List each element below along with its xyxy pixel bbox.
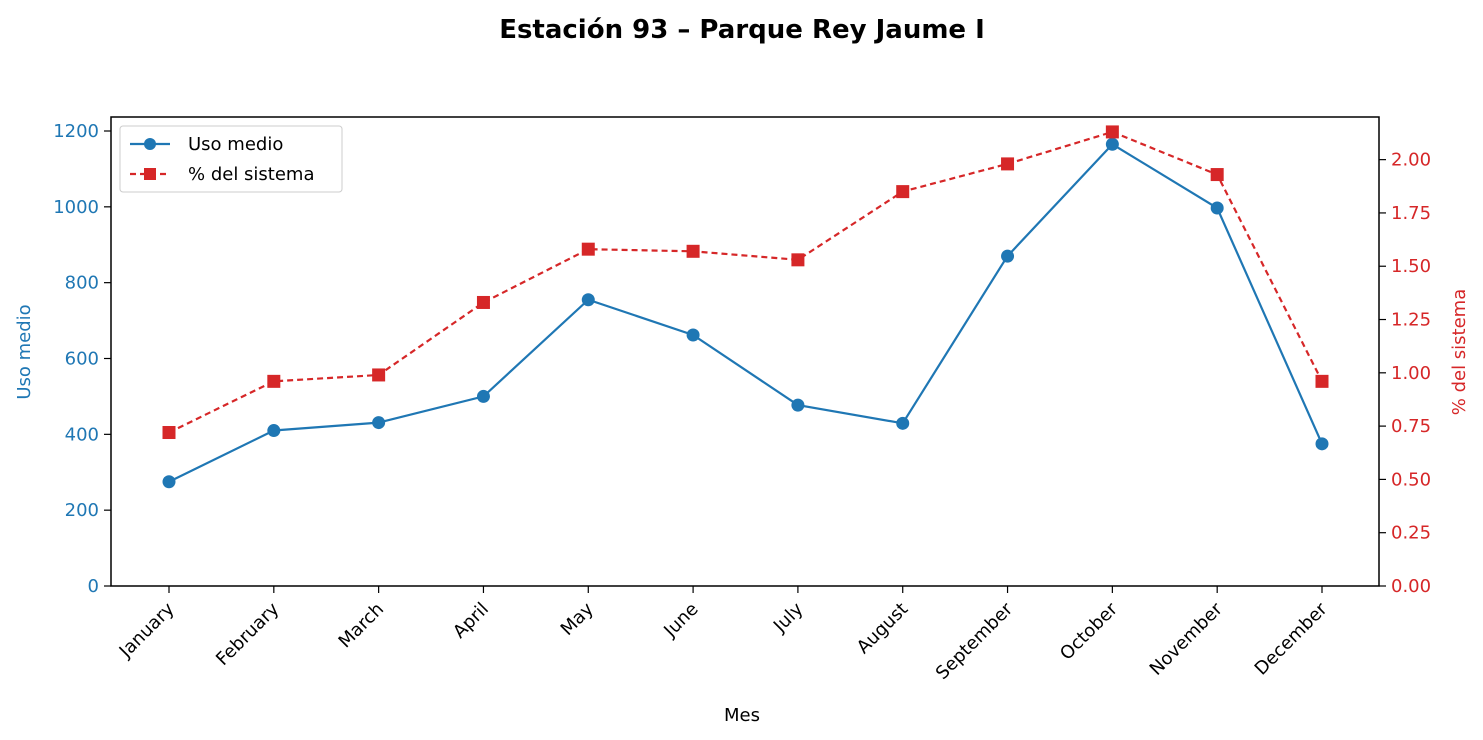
legend: Uso medio % del sistema: [119, 125, 343, 193]
data-point-uso-medio: [686, 328, 700, 342]
data-point-pct-sistema: [267, 374, 281, 388]
data-point-pct-sistema: [686, 244, 700, 258]
data-point-uso-medio: [1315, 437, 1329, 451]
left-axis-label: Uso medio: [14, 304, 35, 399]
data-point-uso-medio: [581, 293, 595, 307]
data-point-uso-medio: [372, 416, 386, 430]
left-tick-label: 400: [65, 424, 99, 445]
data-point-uso-medio: [1001, 249, 1015, 263]
left-tick-label: 200: [65, 500, 99, 521]
right-tick-label: 1.25: [1391, 310, 1431, 331]
right-tick-label: 1.50: [1391, 256, 1431, 277]
right-tick-label: 2.00: [1391, 150, 1431, 171]
data-point-uso-medio: [896, 416, 910, 430]
data-point-uso-medio: [267, 424, 281, 438]
right-tick-label: 0.25: [1391, 523, 1431, 544]
chart-title: Estación 93 – Parque Rey Jaume I: [499, 15, 985, 45]
data-point-uso-medio: [1105, 137, 1119, 151]
left-axis-ticks: 0 200 400 600 800 1000 1200: [53, 121, 111, 597]
data-point-pct-sistema: [1001, 157, 1015, 171]
x-axis-label: Mes: [724, 705, 760, 726]
data-point-pct-sistema: [476, 295, 490, 309]
right-tick-label: 1.75: [1391, 203, 1431, 224]
data-point-uso-medio: [476, 389, 490, 403]
data-point-pct-sistema: [1105, 125, 1119, 139]
left-tick-label: 1200: [53, 121, 99, 142]
data-point-pct-sistema: [581, 242, 595, 256]
data-point-uso-medio: [162, 475, 176, 489]
right-tick-label: 1.00: [1391, 363, 1431, 384]
right-tick-label: 0.00: [1391, 576, 1431, 597]
series-line-pct-sistema: [168, 130, 1323, 434]
data-point-pct-sistema: [372, 368, 386, 382]
legend-label-pct-sistema: % del sistema: [188, 164, 315, 185]
legend-marker-pct-sistema: [144, 168, 156, 180]
series-layer: [162, 125, 1329, 489]
data-point-pct-sistema: [1210, 168, 1224, 182]
right-axis-label: % del sistema: [1449, 289, 1470, 416]
data-point-pct-sistema: [162, 426, 176, 440]
left-tick-label: 600: [65, 349, 99, 370]
data-point-pct-sistema: [791, 253, 805, 267]
data-point-pct-sistema: [1315, 374, 1329, 388]
data-point-uso-medio: [791, 398, 805, 412]
right-axis-ticks: 0.00 0.25 0.50 0.75 1.00 1.25 1.50 1.75 2.00: [1379, 150, 1431, 597]
right-tick-label: 0.75: [1391, 416, 1431, 437]
legend-label-uso-medio: Uso medio: [188, 134, 283, 155]
legend-marker-uso-medio: [144, 138, 156, 150]
data-point-pct-sistema: [896, 185, 910, 199]
right-tick-label: 0.50: [1391, 469, 1431, 490]
left-tick-label: 0: [88, 576, 99, 597]
legend-box: [119, 125, 343, 193]
left-tick-label: 800: [65, 273, 99, 294]
plot-frame: [110, 116, 1380, 587]
series-line-uso-medio: [168, 142, 1324, 483]
left-tick-label: 1000: [53, 197, 99, 218]
data-point-uso-medio: [1210, 201, 1224, 215]
